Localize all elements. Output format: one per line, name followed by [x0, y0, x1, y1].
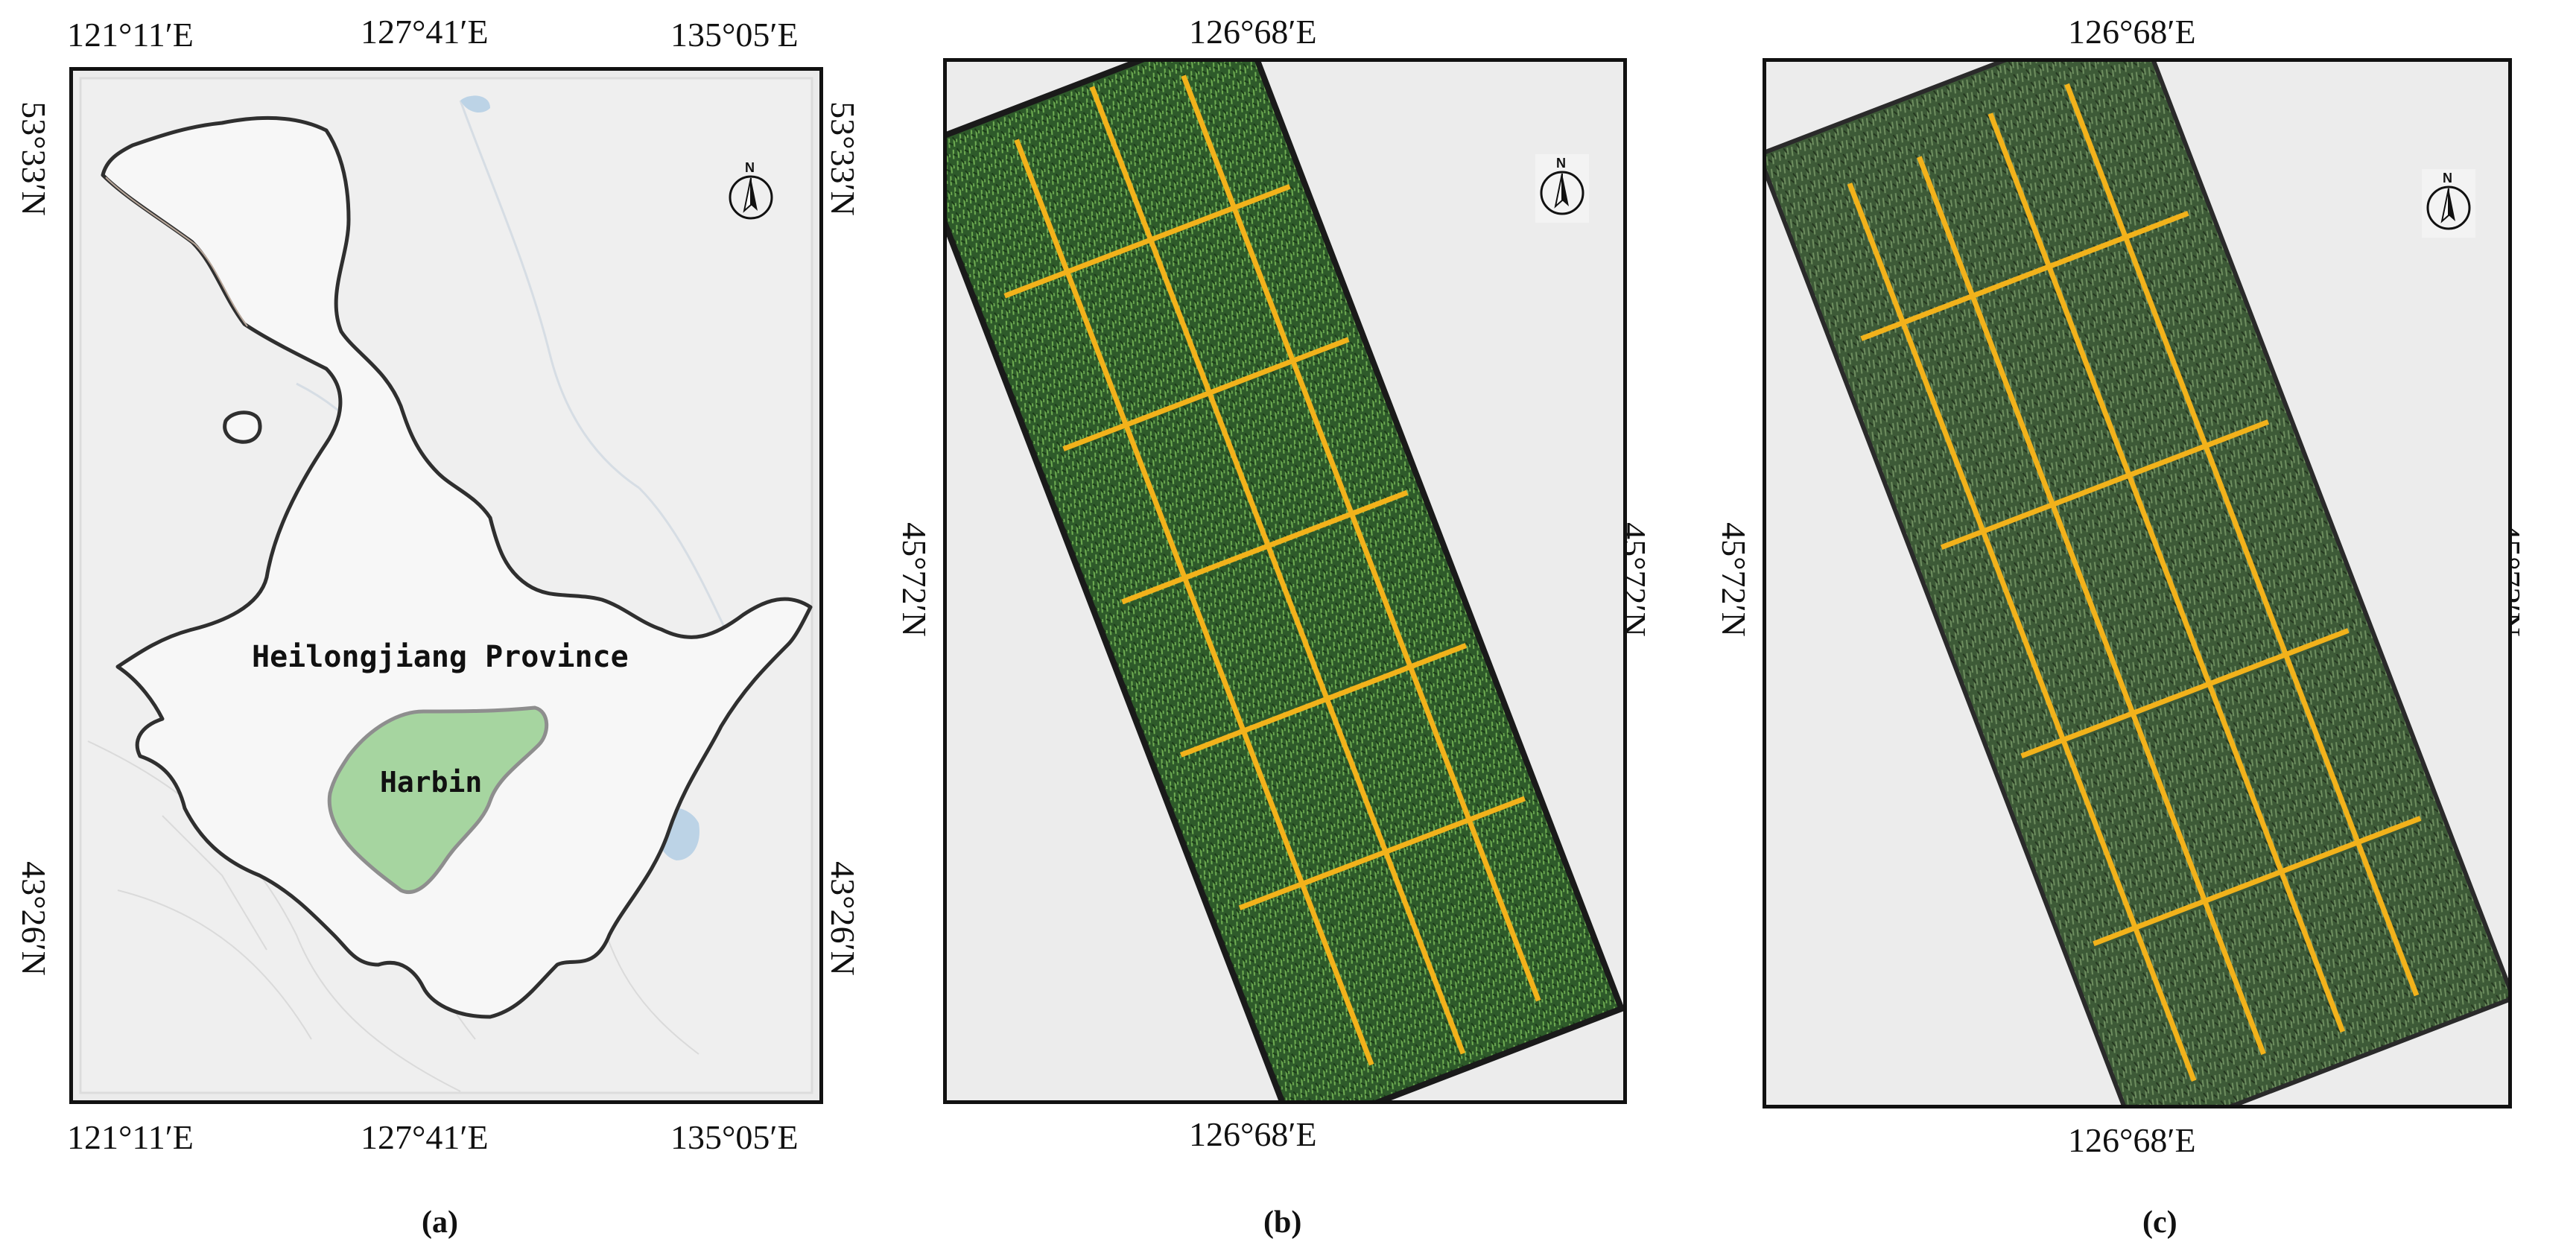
caption-a: (a) [422, 1205, 458, 1240]
north-arrow-icon: N [2422, 169, 2475, 238]
bottom-lon-label-1: 121°11′E [67, 1118, 194, 1156]
map-frame-c: N [1763, 58, 2512, 1108]
left-lat-label-top: 53°33′N [14, 101, 53, 216]
plot-grid-c [1847, 83, 2422, 1082]
north-arrow-icon: N [1535, 154, 1589, 223]
svg-text:N: N [745, 160, 755, 175]
svg-text:N: N [2443, 171, 2452, 185]
left-lat-label: 45°72′N [1714, 522, 1753, 637]
top-lon-label-1: 121°11′E [67, 16, 194, 54]
map-frame-b: N [943, 58, 1627, 1104]
field-c [1766, 62, 2508, 1105]
bottom-lon-label: 126°68′E [1189, 1115, 1317, 1153]
field-image-c: N [1766, 62, 2508, 1105]
right-lat-label-top: 53°33′N [823, 101, 862, 216]
north-arrow-icon: N [729, 160, 773, 220]
harbin-label: Harbin [380, 766, 482, 799]
caption-c: (c) [2142, 1205, 2177, 1240]
top-lon-label: 126°68′E [1189, 13, 1317, 51]
province-outline [101, 115, 813, 1019]
caption-b: (b) [1263, 1205, 1302, 1240]
map-frame-a: Heilongjiang Province Harbin N [69, 67, 823, 1104]
plot-grid-b [1003, 74, 1541, 1066]
province-label: Heilongjiang Province [252, 640, 629, 674]
bottom-lon-label-3: 135°05′E [670, 1118, 799, 1156]
field-b [947, 62, 1623, 1100]
top-lon-label: 126°68′E [2068, 13, 2196, 51]
field-image-b: N [947, 62, 1623, 1100]
bottom-lon-label: 126°68′E [2068, 1121, 2196, 1159]
left-lat-label-bottom: 43°26′N [14, 861, 53, 976]
harbin-region [327, 705, 549, 895]
left-lat-label: 45°72′N [895, 522, 933, 637]
bottom-lon-label-2: 127°41′E [361, 1118, 489, 1156]
right-lat-label-bottom: 43°26′N [823, 861, 862, 976]
enclave [223, 410, 262, 444]
heilongjiang-map: Heilongjiang Province Harbin N [73, 71, 819, 1100]
svg-text:N: N [1556, 156, 1566, 171]
top-lon-label-3: 135°05′E [670, 16, 799, 54]
top-lon-label-2: 127°41′E [361, 13, 489, 51]
